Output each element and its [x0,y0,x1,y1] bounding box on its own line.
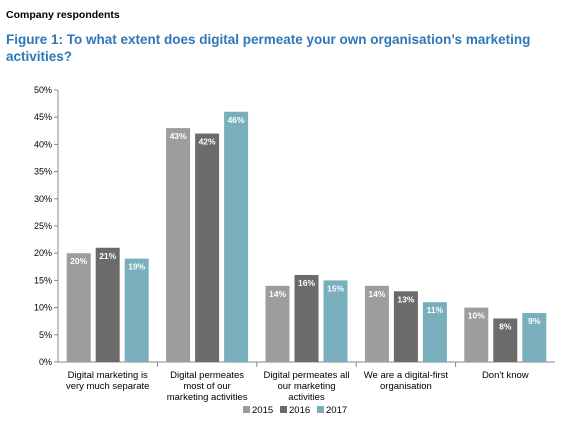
bar-2016 [493,318,518,362]
respondents-label: Company respondents [6,9,120,21]
category-label: Digital permeates all [263,370,349,381]
data-label: 21% [99,251,116,261]
y-tick-label: 30% [34,194,52,204]
legend-label: 2016 [289,405,310,416]
data-label: 16% [298,278,315,288]
y-tick-label: 40% [34,139,52,149]
data-label: 42% [199,137,216,147]
y-tick-label: 15% [34,275,52,285]
category-label: marketing activities [167,392,248,403]
legend-swatch [280,406,287,413]
category-label: very much separate [66,381,149,392]
data-label: 9% [528,316,541,326]
y-tick-label: 20% [34,248,52,258]
category-label: most of our [183,381,231,392]
legend-label: 2017 [326,405,347,416]
bar-2017 [522,313,547,362]
legend-label: 2015 [252,405,273,416]
category-label: organisation [380,381,432,392]
data-label: 14% [269,289,286,299]
legend-swatch [317,406,324,413]
category-label: activities [288,392,325,403]
y-tick-label: 50% [34,85,52,95]
bar-2016 [195,133,220,362]
data-label: 11% [427,305,444,315]
bar-2017 [224,111,249,362]
y-tick-label: 45% [34,112,52,122]
y-tick-label: 35% [34,167,52,177]
category-label: We are a digital-first [364,370,449,381]
data-label: 46% [228,115,245,125]
legend-swatch [243,406,250,413]
data-label: 43% [170,131,187,141]
category-label: Digital marketing is [68,370,148,381]
category-label: our marketing [277,381,335,392]
bar-2017 [124,258,149,362]
figure-title: Figure 1: To what extent does digital pe… [6,32,531,64]
bar-2015 [166,128,191,362]
data-label: 15% [327,283,344,293]
bar-2015 [464,307,489,362]
y-tick-label: 5% [39,330,52,340]
bar-2016 [294,274,319,362]
bar-2016 [393,291,418,362]
category-label: Don't know [482,370,529,381]
y-tick-label: 25% [34,221,52,231]
bar-2016 [95,247,120,362]
data-label: 10% [468,311,485,321]
bar-2015 [265,285,290,362]
data-label: 14% [368,289,385,299]
bar-2015 [364,285,389,362]
y-tick-label: 0% [39,357,52,367]
data-label: 13% [397,294,414,304]
bar-2015 [66,253,91,362]
data-label: 19% [128,262,145,272]
y-tick-label: 10% [34,303,52,313]
category-label: Digital permeates [170,370,244,381]
data-label: 20% [70,256,87,266]
bar-2017 [323,280,348,362]
bar-2017 [422,302,447,362]
data-label: 8% [499,321,512,331]
